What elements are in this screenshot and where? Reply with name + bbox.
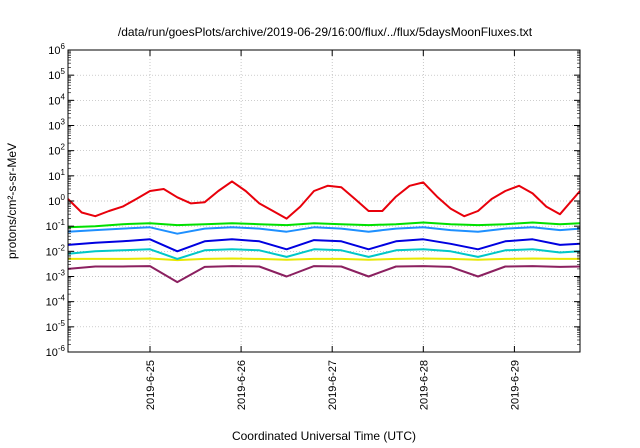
- y-tick-label: 10-3: [46, 269, 66, 284]
- series-line-3: [67, 238, 581, 253]
- y-tick-label: 10-6: [46, 344, 66, 359]
- series-line-1: [67, 221, 581, 229]
- y-tick-label: 10-5: [46, 319, 66, 334]
- chart-title: /data/run/goesPlots/archive/2019-06-29/1…: [118, 25, 533, 39]
- x-tick-label: 2019-6-25: [145, 360, 157, 410]
- y-tick-label: 10-2: [46, 243, 66, 258]
- y-tick-label: 100: [48, 193, 65, 208]
- y-tick-label: 10-4: [46, 294, 66, 309]
- x-tick-label: 2019-6-29: [509, 360, 521, 410]
- x-tick-label: 2019-6-26: [236, 360, 248, 410]
- y-axis-label: protons/cm²-s-sr-MeV: [5, 143, 19, 259]
- y-ticks: 10-6 10-5 10-4 10-3 10-2 10-1 100 101 102 103 104 1…: [46, 42, 580, 359]
- y-tick-label: 104: [48, 92, 65, 107]
- series-group: [67, 180, 581, 284]
- y-tick-label: 101: [48, 168, 65, 183]
- x-tick-label: 2019-6-27: [327, 360, 339, 410]
- y-tick-label: 103: [48, 118, 65, 133]
- y-tick-label: 105: [48, 67, 65, 82]
- x-axis-label: Coordinated Universal Time (UTC): [232, 429, 416, 443]
- y-tick-label: 10-1: [46, 218, 66, 233]
- series-line-2: [67, 226, 581, 235]
- x-ticks: 2019-6-25 2019-6-26 2019-6-27 2019-6-28 2019…: [145, 50, 521, 410]
- y-tick-label: 102: [48, 143, 65, 158]
- x-tick-label: 2019-6-28: [418, 360, 430, 410]
- series-line-4: [67, 248, 581, 260]
- grid: [68, 50, 580, 352]
- series-line-6: [67, 265, 581, 284]
- series-line-5: [68, 257, 580, 262]
- y-tick-label: 106: [48, 42, 65, 57]
- series-line-0: [67, 180, 581, 220]
